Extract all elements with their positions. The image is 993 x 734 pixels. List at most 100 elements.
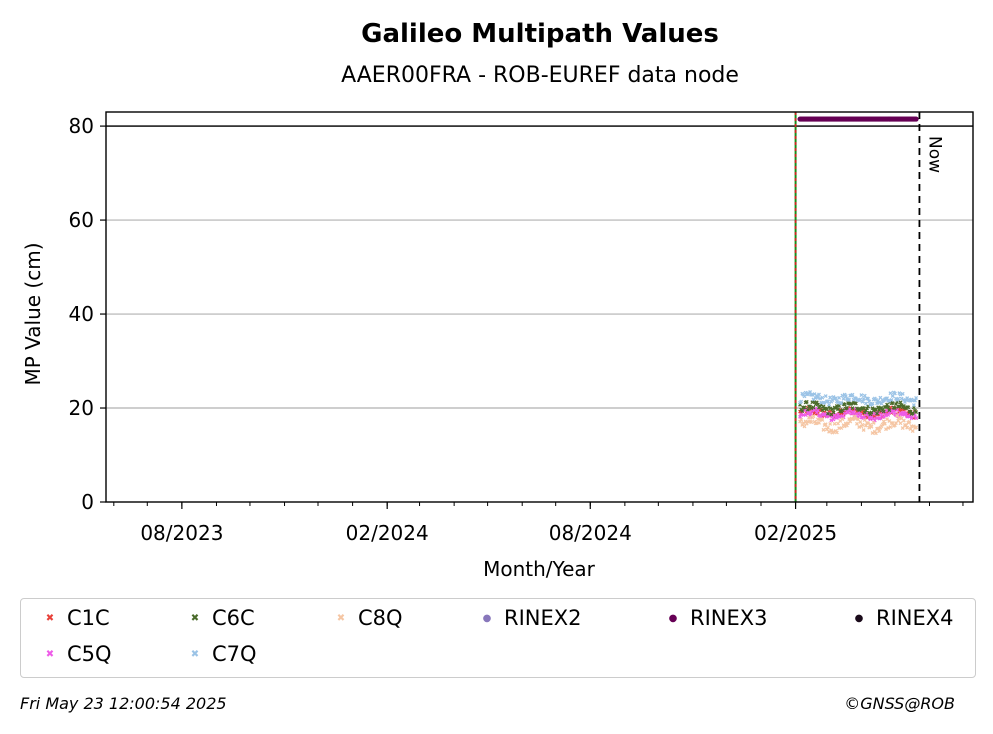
data-point-c8q — [825, 425, 830, 430]
data-point-c8q — [868, 422, 873, 427]
data-point-c5q — [878, 416, 883, 421]
data-point-c7q — [840, 393, 845, 398]
data-point-c8q — [881, 419, 886, 424]
data-point-c8q — [854, 421, 859, 426]
data-point-c8q — [844, 423, 849, 428]
data-point-c8q — [862, 418, 867, 423]
x-tick-label: 08/2023 — [140, 521, 223, 545]
data-point-c7q — [861, 396, 866, 401]
legend-label: C5Q — [67, 642, 112, 666]
data-point-c5q — [914, 416, 919, 420]
data-point-c8q — [861, 428, 866, 432]
data-point-c7q — [870, 401, 875, 406]
legend-item-c7q: ✖ C7Q — [184, 641, 257, 667]
data-point-c6c — [811, 405, 816, 410]
data-point-c6c — [833, 406, 838, 411]
data-point-c8q — [807, 415, 811, 420]
data-point-c8q — [852, 414, 857, 419]
data-point-c8q — [860, 422, 865, 427]
x-tick-label: 02/2024 — [346, 521, 429, 545]
data-point-c8q — [873, 431, 878, 436]
data-point-c6c — [842, 402, 847, 407]
data-point-c6c — [800, 409, 805, 414]
data-point-c7q — [896, 396, 901, 401]
legend: ✖ C1C ✖ C6C ✖ C8Q ● RINEX2 ● RINEX3 ● RINEX4 ✖ C5Q ✖ C7… — [20, 598, 976, 678]
y-tick-label: 20 — [69, 396, 94, 420]
data-point-c7q — [889, 397, 894, 402]
data-point-c8q — [809, 420, 814, 425]
data-point-c8q — [892, 423, 897, 428]
data-point-c6c — [828, 406, 833, 411]
data-point-c6c — [887, 408, 892, 413]
data-point-c8q — [821, 427, 826, 432]
data-point-c7q — [899, 396, 904, 401]
data-point-c7q — [888, 391, 893, 396]
data-point-c7q — [900, 391, 905, 396]
data-point-c6c — [870, 406, 875, 411]
data-point-c7q — [879, 401, 884, 406]
data-point-rinex3 — [913, 116, 919, 122]
multipath-chart: Galileo Multipath Values AAER00FRA - ROB… — [21, 19, 974, 581]
data-point-c8q — [869, 424, 874, 429]
legend-item-c8q: ✖ C8Q — [330, 605, 403, 631]
data-point-c7q — [827, 402, 832, 407]
data-point-c8q — [897, 415, 902, 420]
data-point-c6c — [876, 405, 881, 410]
data-point-c8q — [820, 417, 825, 422]
x-marker-icon: ✖ — [45, 648, 55, 660]
data-point-c6c — [814, 400, 819, 405]
x-marker-icon: ✖ — [45, 612, 55, 624]
y-axis-label: MP Value (cm) — [21, 242, 45, 385]
data-point-c8q — [907, 419, 912, 424]
data-point-c8q — [898, 421, 903, 426]
data-point-c8q — [834, 430, 839, 435]
data-point-c6c — [804, 399, 809, 404]
data-point-c7q — [837, 395, 842, 400]
dot-marker-icon: ● — [482, 612, 492, 624]
data-point-c7q — [843, 394, 848, 398]
data-point-c7q — [859, 393, 864, 398]
data-point-c6c — [825, 411, 830, 416]
data-point-c8q — [842, 424, 847, 429]
data-point-c8q — [882, 421, 887, 426]
data-point-c8q — [886, 426, 891, 430]
data-point-c7q — [863, 401, 868, 406]
legend-label: RINEX2 — [504, 606, 582, 630]
data-point-c8q — [832, 421, 837, 426]
dot-marker-icon: ● — [668, 612, 678, 624]
data-point-c8q — [914, 425, 919, 430]
data-point-c7q — [911, 403, 916, 407]
data-point-c5q — [846, 410, 850, 415]
data-point-c6c — [879, 406, 884, 410]
data-point-c8q — [857, 425, 862, 430]
data-point-c7q — [887, 398, 892, 403]
data-point-c6c — [840, 408, 845, 413]
data-point-c6c — [850, 406, 855, 410]
data-point-c6c — [863, 408, 868, 413]
y-tick-label: 60 — [69, 208, 94, 232]
data-point-c6c — [865, 406, 869, 411]
data-point-c6c — [844, 405, 849, 410]
data-point-c6c — [886, 405, 891, 410]
data-point-c7q — [833, 396, 838, 401]
data-point-c8q — [905, 425, 910, 430]
y-tick-label: 0 — [81, 490, 94, 514]
data-point-c8q — [884, 427, 888, 432]
data-point-c8q — [877, 429, 882, 434]
data-point-c6c — [802, 405, 807, 410]
data-point-c7q — [817, 392, 821, 397]
legend-label: RINEX3 — [690, 606, 768, 630]
footer-copyright: ©GNSS@ROB — [844, 694, 955, 713]
data-point-c8q — [828, 421, 833, 426]
plot-frame — [105, 111, 974, 503]
x-tick-label: 02/2025 — [754, 521, 837, 545]
data-point-c6c — [892, 406, 897, 411]
data-point-c7q — [860, 399, 865, 404]
now-label: Now — [924, 136, 944, 173]
footer-timestamp: Fri May 23 12:00:54 2025 — [20, 694, 227, 713]
data-point-c6c — [890, 401, 895, 406]
data-point-c8q — [853, 416, 858, 421]
data-point-c5q — [798, 414, 803, 419]
y-tick-label: 40 — [69, 302, 94, 326]
data-point-c7q — [913, 398, 917, 403]
